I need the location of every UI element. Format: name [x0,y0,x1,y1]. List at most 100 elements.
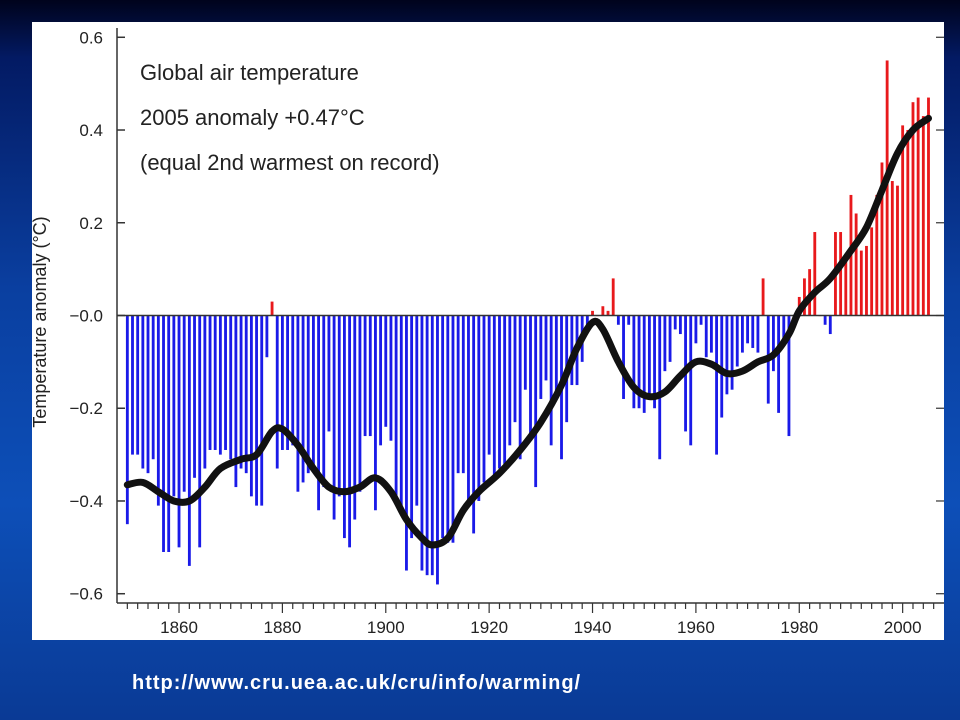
anomaly-bar-1901 [389,315,393,441]
anomaly-bar-1933 [554,315,558,399]
anomaly-bar-1976 [777,315,781,413]
anomaly-bar-1996 [880,162,884,316]
anomaly-bar-1890 [332,315,336,520]
anomaly-bar-1856 [156,315,160,506]
anomaly-bar-1909 [430,315,434,576]
y-tick-label: −0.0 [69,307,103,326]
anomaly-bar-1885 [306,315,310,474]
anomaly-bar-1936 [570,315,574,386]
anomaly-bar-1961 [699,315,703,325]
anomaly-bar-1964 [715,315,718,455]
anomaly-bar-2004 [921,116,925,316]
anomaly-bar-1950 [642,315,646,413]
x-tick-label: 1920 [470,618,508,637]
anomaly-bar-1943 [606,310,610,316]
anomaly-bar-1994 [870,227,874,316]
annotation-title: Global air temperature [140,60,359,85]
anomaly-bar-1897 [368,315,372,437]
anomaly-bar-1887 [317,315,320,511]
anomaly-bar-1959 [689,315,693,446]
anomaly-bar-1975 [772,315,775,372]
anomaly-bar-1925 [513,315,517,423]
x-tick-label: 2000 [884,618,922,637]
source-url-link[interactable]: http://www.cru.uea.ac.uk/cru/info/warmin… [132,672,582,694]
annotation-2005-anomaly: 2005 anomaly +0.47°C [140,105,365,130]
anomaly-bar-2001 [906,130,910,316]
anomaly-bar-1970 [746,315,750,344]
anomaly-bar-1851 [131,315,134,455]
anomaly-bar-1978 [787,315,791,437]
y-axis-label: Temperature anomaly (°C) [32,216,50,427]
anomaly-bar-1872 [239,315,243,469]
temperature-chart: 0.6 0.4 0.2 −0.0 −0.2 −0.4 −0.6 1860 1880 1900 192… [32,22,944,640]
x-tick-label: 1900 [367,618,405,637]
anomaly-bar-1953 [658,315,662,460]
anomaly-bar-1905 [410,315,414,539]
anomaly-bar-1991 [854,213,858,316]
anomaly-bar-2000 [901,125,905,316]
anomaly-bar-1927 [523,315,527,390]
anomaly-bar-1926 [518,315,522,460]
x-tick-label: 1980 [780,618,818,637]
anomaly-bar-1920 [487,315,491,455]
anomaly-bar-1992 [859,250,863,316]
anomaly-bar-1967 [730,315,734,390]
anomaly-bar-1995 [875,194,879,316]
anomaly-bar-1956 [673,315,677,330]
anomaly-bar-1900 [384,315,388,427]
anomaly-bar-1962 [704,315,708,358]
anomaly-bar-1973 [761,278,765,316]
anomaly-bar-1999 [896,185,899,316]
anomaly-bar-1971 [751,315,755,348]
anomaly-bar-1998 [890,181,894,316]
anomaly-bar-1859 [172,315,176,497]
x-tick-label: 1940 [574,618,612,637]
y-tick-label: 0.4 [79,121,103,140]
anomaly-bar-1945 [616,315,620,325]
anomaly-bar-1914 [456,315,460,474]
anomaly-bar-1864 [198,315,202,548]
anomaly-bar-1983 [813,232,817,316]
anomaly-bar-1931 [544,315,548,381]
axes-layer: 0.6 0.4 0.2 −0.0 −0.2 −0.4 −0.6 1860 1880 1900 192… [69,28,944,637]
anomaly-bar-1911 [441,315,445,539]
annotation-record-note: (equal 2nd warmest on record) [140,150,440,175]
anomaly-bar-1902 [394,315,398,501]
anomaly-bar-1916 [467,315,470,506]
anomaly-bar-1985 [823,315,827,325]
anomaly-bar-1906 [415,315,419,506]
anomaly-bar-1910 [436,315,439,585]
anomaly-bar-1898 [374,315,377,511]
anomaly-bar-1908 [425,315,429,576]
anomaly-bar-1886 [311,315,315,469]
anomaly-bar-1966 [725,315,729,395]
anomaly-bar-1924 [508,315,512,446]
anomaly-bar-1957 [678,315,682,335]
anomaly-bar-1880 [280,315,284,450]
anomaly-bar-1989 [844,259,848,316]
anomaly-bar-1904 [405,315,408,571]
y-tick-label: −0.4 [69,492,103,511]
anomaly-bar-1907 [420,315,424,571]
anomaly-bar-1993 [865,245,868,316]
anomaly-bar-1946 [622,315,625,399]
chart-canvas: 0.6 0.4 0.2 −0.0 −0.2 −0.4 −0.6 1860 1880 1900 192… [32,28,944,637]
anomaly-bar-1862 [187,315,191,566]
anomaly-bar-1944 [611,278,615,316]
anomaly-bar-1868 [218,315,222,455]
y-tick-label: 0.6 [79,28,103,47]
y-tick-label: −0.6 [69,585,103,604]
anomaly-bar-1981 [803,278,806,316]
anomaly-bar-1949 [637,315,641,409]
anomaly-bar-1977 [782,315,786,339]
anomaly-bar-1870 [229,315,233,460]
anomaly-bar-1861 [182,315,186,492]
anomaly-bar-1997 [885,60,889,316]
anomaly-bar-1854 [146,315,150,474]
anomaly-bar-1930 [539,315,543,399]
smoothed-trend-line [123,114,932,549]
anomaly-bar-1867 [213,315,217,450]
anomaly-bar-1912 [446,315,450,543]
anomaly-bar-1968 [735,315,739,367]
anomaly-bar-1951 [647,315,651,395]
